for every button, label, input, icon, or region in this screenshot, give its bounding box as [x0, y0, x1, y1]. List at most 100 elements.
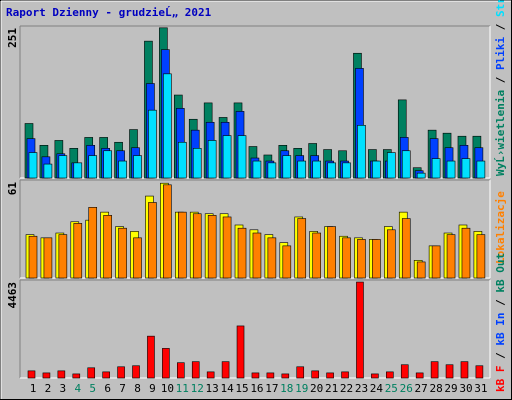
x-tick-label: 17	[265, 382, 278, 395]
x-tick-label: 27	[415, 382, 428, 395]
x-tick-label: 6	[104, 382, 111, 395]
bar	[207, 215, 217, 279]
bar	[73, 223, 83, 279]
bar	[73, 162, 83, 179]
bar	[282, 245, 292, 279]
bar	[460, 361, 469, 379]
bar	[401, 218, 411, 279]
legend-label: Strony	[494, 0, 507, 17]
x-tick-label: 26	[400, 382, 413, 395]
bar	[57, 370, 66, 379]
legend-label: Pliki	[494, 37, 507, 70]
legend-label: kB F	[494, 366, 507, 393]
legend-label: Lokalizacje	[494, 191, 507, 264]
bar	[28, 235, 38, 279]
chart-title: Raport Dzienny - grudzieĹ„ 2021	[6, 6, 212, 19]
bar	[400, 364, 409, 379]
bar	[372, 160, 381, 179]
bar	[148, 202, 157, 279]
bar	[356, 281, 364, 379]
legend-label: kB Out	[494, 253, 507, 293]
x-tick-label: 12	[191, 382, 204, 395]
x-tick-label: 5	[89, 382, 96, 395]
bar	[28, 152, 38, 179]
x-tick-label: 13	[206, 382, 219, 395]
bar	[475, 365, 484, 379]
bar	[312, 160, 321, 179]
x-tick-label: 7	[119, 382, 126, 395]
x-tick-label: 3	[60, 382, 67, 395]
bar	[342, 237, 351, 279]
bar	[237, 135, 247, 179]
bar	[88, 207, 98, 279]
legend-label: kB In	[494, 313, 507, 346]
bar	[58, 234, 68, 279]
bar	[162, 348, 170, 379]
legend-separator: /	[494, 293, 507, 313]
bar	[148, 109, 157, 179]
bar	[118, 160, 127, 179]
bar	[371, 373, 379, 379]
bar	[416, 172, 426, 179]
bar	[192, 148, 202, 179]
bar	[133, 237, 142, 279]
bar	[103, 150, 112, 179]
bar	[222, 135, 232, 179]
bar	[177, 362, 185, 379]
bar	[387, 152, 396, 179]
bar	[357, 125, 366, 179]
bar	[27, 370, 36, 379]
bar	[401, 150, 411, 179]
x-tick-label: 29	[444, 382, 457, 395]
bar	[58, 155, 68, 179]
bar	[87, 367, 96, 379]
y-tick-label: 251	[6, 28, 19, 48]
bar	[357, 239, 366, 279]
bar	[416, 261, 426, 279]
bar	[88, 155, 98, 179]
x-tick-label: 1	[30, 382, 37, 395]
bar	[446, 234, 456, 279]
x-tick-label: 31	[474, 382, 487, 395]
bar	[251, 372, 260, 379]
bar	[252, 160, 262, 179]
bar	[297, 160, 307, 179]
bar	[372, 239, 381, 279]
x-tick-label: 11	[176, 382, 189, 395]
bar	[281, 373, 290, 379]
bar	[102, 371, 110, 379]
bar	[133, 155, 142, 179]
bar	[431, 158, 441, 179]
x-tick-label: 20	[310, 382, 323, 395]
bar	[312, 232, 321, 279]
legend: kB F / kB In / kB Out	[494, 253, 507, 392]
bar	[297, 218, 307, 279]
bar	[296, 366, 305, 379]
y-tick-label: 4463	[6, 282, 19, 309]
bar	[267, 162, 277, 179]
bar	[43, 163, 53, 179]
bar	[178, 141, 187, 179]
x-tick-label: 19	[295, 382, 308, 395]
bar	[326, 372, 334, 379]
bar	[430, 361, 439, 379]
legend-separator: /	[494, 346, 507, 366]
bar	[282, 155, 292, 179]
bar	[311, 370, 319, 379]
bar	[117, 366, 125, 379]
x-tick-label: 23	[355, 382, 368, 395]
bar	[72, 373, 81, 379]
bar	[266, 372, 275, 379]
bar	[267, 237, 277, 279]
bar	[221, 361, 230, 379]
bar	[461, 227, 471, 279]
bar	[476, 234, 486, 279]
legend: WyĹ›wietlenia / Pliki / Strony	[494, 0, 507, 176]
bar	[132, 365, 140, 379]
x-tick-label: 4	[74, 382, 81, 395]
bar	[461, 158, 471, 179]
bar	[341, 371, 349, 379]
bar	[252, 232, 262, 279]
x-tick-label: 16	[250, 382, 263, 395]
